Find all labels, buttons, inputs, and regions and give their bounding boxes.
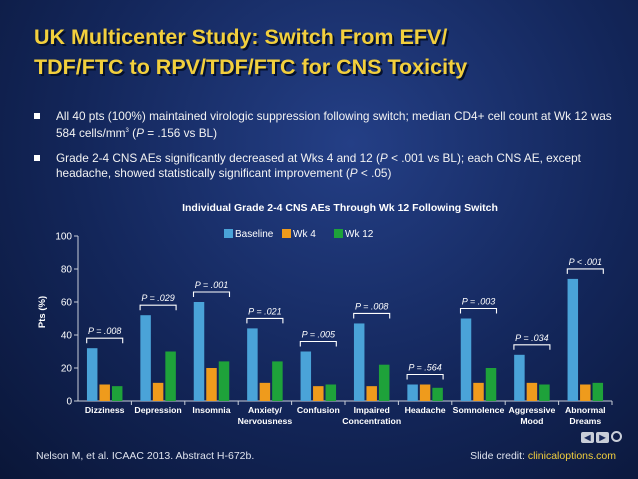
category-label: Insomnia: [192, 405, 230, 415]
category-label: Abnormal: [565, 405, 606, 415]
slide-title: UK Multicenter Study: Switch From EFV/ T…: [34, 22, 624, 82]
bar-baseline: [407, 384, 418, 401]
bullet-item-suppression: All 40 pts (100%) maintained virologic s…: [32, 109, 622, 141]
bullet-item-cns-aes: Grade 2-4 CNS AEs significantly decrease…: [32, 151, 622, 181]
significance-bracket: [192, 291, 231, 297]
bar-wk-12: [325, 384, 337, 401]
bar-wk-4: [526, 382, 538, 401]
bar-wk-12: [539, 384, 550, 401]
category-label: Somnolence: [453, 405, 505, 415]
p-value-label: P < .001: [569, 257, 602, 267]
bar-wk-12: [592, 382, 604, 401]
significance-bracket: [566, 268, 604, 274]
bar-baseline: [353, 323, 365, 401]
category-label: Dreams: [569, 416, 601, 426]
next-slide-button[interactable]: ▶: [596, 432, 609, 443]
p-value-label: P = .021: [248, 306, 281, 316]
bar-wk-4: [152, 382, 164, 401]
p-value-label: P = .008: [355, 301, 388, 311]
citation: Nelson M, et al. ICAAC 2013. Abstract H-…: [36, 450, 255, 462]
bullet-list: All 40 pts (100%) maintained virologic s…: [32, 109, 622, 191]
p-value-label: P = .001: [195, 280, 228, 290]
bar-baseline: [193, 302, 205, 401]
p-value-label: P = .564: [408, 363, 441, 373]
legend-label: Baseline: [235, 229, 274, 240]
significance-bracket: [406, 373, 444, 380]
bar-wk-12: [111, 386, 123, 401]
bullet-square-icon: [34, 113, 40, 119]
bar-wk-4: [259, 382, 271, 401]
plot-area: 0 20 40 60 80 100 Dizziness P = .008 Depression P…: [55, 232, 613, 426]
bar-wk-12: [272, 361, 283, 401]
category-label: Aggressive: [508, 405, 555, 415]
credit-link[interactable]: clinicaloptions.com: [527, 450, 616, 462]
category-label: Confusion: [297, 405, 340, 415]
significance-bracket: [459, 307, 498, 314]
y-tick-label: 20: [61, 364, 73, 375]
y-axis-label: Pts (%): [37, 296, 48, 328]
bar-wk-12: [378, 364, 390, 401]
significance-bracket: [139, 304, 177, 311]
legend-swatch-wk-4: [282, 229, 291, 238]
bar-baseline: [86, 348, 98, 401]
bar-wk-4: [313, 386, 324, 401]
category-label: Mood: [520, 416, 543, 426]
significance-bracket: [513, 344, 551, 350]
y-tick-label: 80: [61, 265, 73, 276]
bar-wk-4: [99, 384, 110, 401]
p-value-label: P = .003: [462, 297, 495, 307]
bar-wk-12: [485, 368, 497, 401]
category-label: Anxiety/: [248, 405, 282, 415]
category-label: Headache: [405, 405, 446, 415]
bar-wk-12: [165, 351, 176, 401]
prev-slide-button[interactable]: ◀: [581, 432, 594, 443]
y-tick-label: 60: [61, 298, 73, 309]
chart-title: Individual Grade 2-4 CNS AEs Through Wk …: [182, 202, 498, 214]
bar-wk-12: [218, 361, 230, 401]
chart-legend: Baseline Wk 4 Wk 12: [224, 229, 374, 240]
bullet-square-icon: [34, 154, 40, 161]
bar-wk-4: [473, 382, 484, 401]
slide-credit: Slide credit: clinicaloptions.com: [470, 450, 616, 462]
bar-baseline: [140, 315, 151, 401]
title-line-2: TDF/FTC to RPV/TDF/FTC for CNS Toxicity: [34, 55, 468, 79]
bar-baseline: [460, 318, 472, 401]
p-value-label: P = .005: [302, 330, 336, 340]
category-label: Depression: [134, 405, 181, 415]
bar-baseline: [300, 351, 312, 401]
category-label: Nervousness: [238, 416, 293, 426]
significance-bracket: [353, 312, 391, 319]
legend-label: Wk 4: [293, 229, 316, 240]
legend-swatch-baseline: [224, 229, 233, 238]
bar-baseline: [247, 328, 258, 401]
bar-baseline: [567, 278, 579, 401]
bar-wk-4: [580, 384, 591, 401]
y-tick-label: 0: [66, 397, 72, 408]
p-value-label: P = .029: [141, 293, 174, 303]
y-tick-label: 40: [61, 331, 73, 342]
significance-bracket: [246, 317, 284, 324]
category-label: Impaired: [354, 405, 390, 415]
significance-bracket: [299, 340, 337, 347]
bar-wk-4: [206, 368, 217, 401]
legend-swatch-wk-12: [334, 229, 343, 238]
title-line-1: UK Multicenter Study: Switch From EFV/: [34, 25, 448, 49]
category-label: Dizziness: [85, 405, 125, 415]
legend-label: Wk 12: [345, 229, 374, 240]
clinical-options-logo-icon: [611, 431, 622, 442]
bar-baseline: [514, 354, 525, 401]
bar-wk-12: [432, 387, 443, 401]
bar-wk-4: [419, 384, 431, 401]
y-tick-label: 100: [55, 232, 72, 243]
bar-wk-4: [366, 386, 377, 401]
category-label: Concentration: [342, 416, 401, 426]
p-value-label: P = .034: [515, 333, 548, 343]
p-value-label: P = .008: [88, 326, 121, 336]
significance-bracket: [86, 337, 124, 344]
